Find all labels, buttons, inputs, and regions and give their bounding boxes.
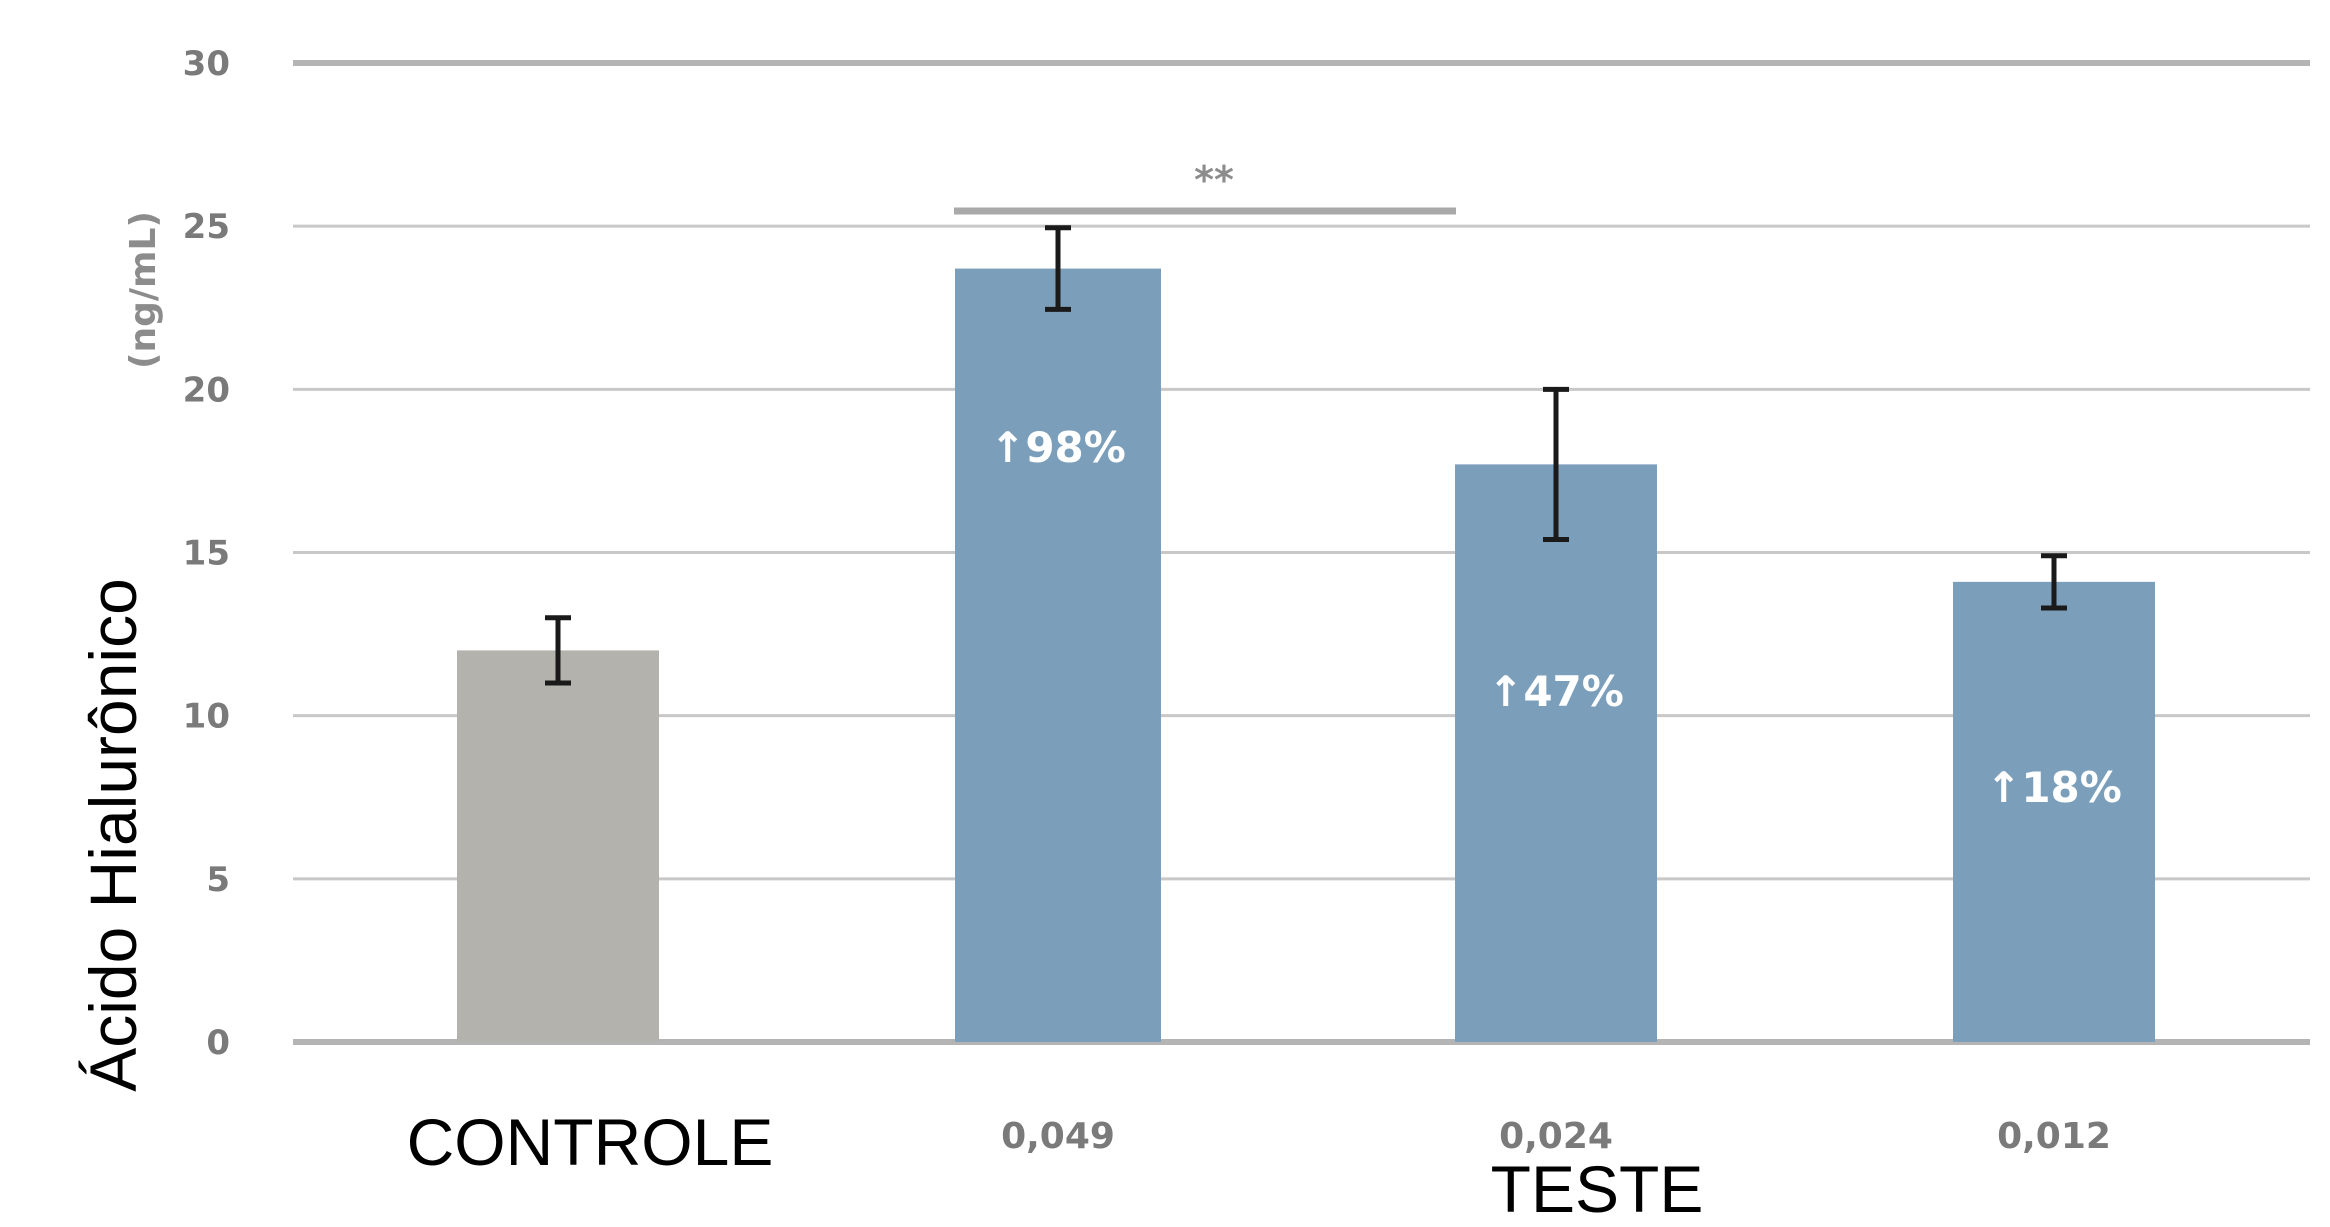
x-category-label-3: 0,012: [1997, 1116, 2111, 1157]
bar-1: [955, 268, 1161, 1043]
significance-label: **: [1194, 158, 1234, 202]
y-axis-label: Ácido Hialurônico: [76, 578, 150, 1092]
percent-labels: ↑98% ↑47% ↑18%: [990, 423, 2122, 812]
y-tick-labels: 0 5 10 15 20 25 30: [183, 44, 230, 1063]
error-bar-2: [1543, 386, 1569, 542]
percent-label-2: ↑47%: [1488, 667, 1624, 716]
y-tick-label-30: 30: [183, 44, 230, 84]
bars: [457, 268, 2155, 1043]
percent-label-3: ↑18%: [1986, 763, 2122, 812]
x-axis-label: TESTE: [1491, 1152, 1704, 1226]
error-bar-0: [545, 615, 571, 686]
significance-bracket: **: [954, 158, 1456, 215]
y-tick-label-0: 0: [206, 1023, 230, 1063]
bar-2: [1455, 464, 1657, 1042]
bar-3: [1953, 581, 2155, 1042]
x-category-label-1: 0,049: [1001, 1116, 1115, 1157]
x-category-label-0: CONTROLE: [407, 1105, 774, 1179]
error-bars: [545, 225, 2067, 686]
y-tick-label-25: 25: [183, 207, 230, 247]
y-axis-unit: (ng/mL): [123, 211, 164, 369]
x-category-label-2: 0,024: [1499, 1116, 1613, 1157]
bar-0: [457, 650, 659, 1042]
percent-label-1: ↑98%: [990, 423, 1126, 472]
error-bar-3: [2041, 553, 2067, 611]
y-tick-label-10: 10: [183, 697, 230, 737]
y-tick-label-15: 15: [183, 534, 230, 574]
y-tick-label-5: 5: [206, 860, 230, 900]
error-bar-1: [1045, 225, 1071, 312]
y-tick-label-20: 20: [183, 370, 230, 410]
x-category-labels: CONTROLE 0,049 0,024 0,012: [407, 1105, 2111, 1179]
